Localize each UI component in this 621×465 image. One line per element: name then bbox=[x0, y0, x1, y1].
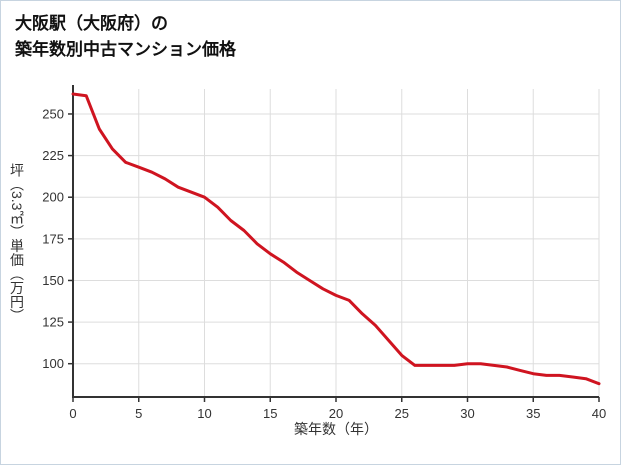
x-tick-label: 0 bbox=[69, 406, 76, 421]
x-tick-label: 15 bbox=[263, 406, 277, 421]
y-tick-label: 175 bbox=[42, 231, 64, 246]
y-axis-title: 坪（3.3㎡）単価（万円） bbox=[9, 163, 25, 323]
price-line bbox=[71, 92, 601, 386]
x-tick-label: 30 bbox=[460, 406, 474, 421]
x-tick-label: 25 bbox=[395, 406, 409, 421]
y-tick-label: 200 bbox=[42, 190, 64, 205]
chart-title: 大阪駅（大阪府）の 築年数別中古マンション価格 bbox=[15, 11, 236, 64]
x-tick-label: 5 bbox=[135, 406, 142, 421]
y-tick-label: 225 bbox=[42, 148, 64, 163]
chart-title-line1: 大阪駅（大阪府）の bbox=[15, 14, 168, 33]
chart-title-line2: 築年数別中古マンション価格 bbox=[15, 40, 236, 60]
x-axis-title: 築年数（年） bbox=[294, 421, 378, 437]
x-tick-label: 20 bbox=[329, 406, 343, 421]
x-tick-label: 10 bbox=[197, 406, 211, 421]
y-tick-label: 250 bbox=[42, 106, 64, 121]
x-tick-label: 35 bbox=[526, 406, 540, 421]
x-tick-label: 40 bbox=[592, 406, 606, 421]
y-tick-label: 150 bbox=[42, 273, 64, 288]
y-tick-label: 125 bbox=[42, 315, 64, 330]
y-tick-label: 100 bbox=[42, 356, 64, 371]
